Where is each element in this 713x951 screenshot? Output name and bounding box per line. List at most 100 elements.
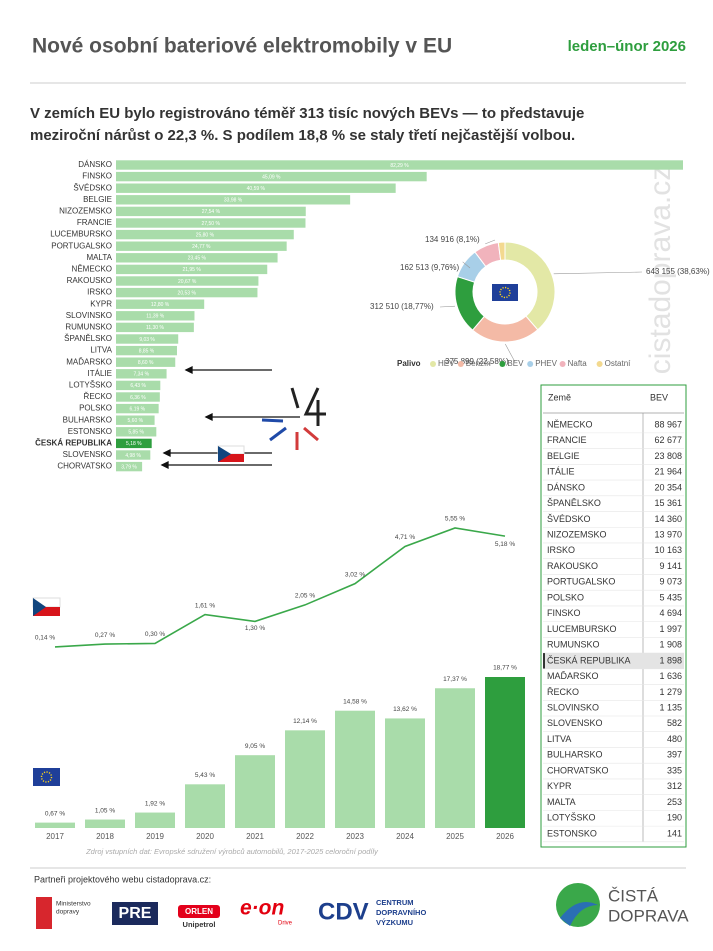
table-cell: 1 636 (659, 671, 682, 681)
table-cell: ESTONSKO (547, 828, 597, 838)
bar (285, 730, 325, 828)
v4-logo (261, 387, 326, 450)
table-cell: MAĎARSKO (547, 671, 599, 681)
table-cell: 253 (667, 797, 682, 807)
data-label: 4,71 % (395, 534, 415, 541)
y-tick-label: NĚMECKO (72, 265, 112, 274)
logo-cdv: CDV CENTRUM DOPRAVNÍHO VÝZKUMU (318, 898, 426, 927)
table-cell: 14 360 (654, 514, 682, 524)
table-cell: 312 (667, 781, 682, 791)
subtitle: V zemích EU bylo registrováno téměř 313 … (30, 105, 584, 122)
data-label: 14,58 % (343, 698, 367, 705)
data-label: 375 899 (22,58%) (445, 357, 509, 366)
logo-text: Drive (278, 921, 293, 927)
bar (116, 461, 143, 472)
bar (116, 311, 195, 321)
y-tick-label: ITÁLIE (88, 369, 112, 378)
period: leden–únor 2026 (568, 38, 686, 55)
bar (116, 276, 259, 286)
bar (135, 812, 175, 828)
bar (116, 357, 176, 367)
y-tick-label: KYPR (90, 299, 112, 308)
y-tick-label: CHORVATSKO (57, 462, 112, 471)
data-label: 27,50 % (202, 221, 221, 227)
table-cell: 5 435 (659, 592, 682, 602)
bar (35, 822, 75, 828)
bar (116, 253, 278, 263)
bar (116, 345, 177, 356)
data-label: 5,60 % (128, 418, 144, 424)
table-cell: NĚMECKO (547, 419, 593, 429)
x-tick-label: 2017 (46, 832, 64, 841)
table-cell: NIZOZEMSKO (547, 529, 607, 539)
y-tick-label: POLSKO (79, 404, 112, 413)
x-tick-label: 2020 (196, 832, 214, 841)
y-tick-label: BULHARSKO (63, 415, 112, 424)
data-label: 6,43 % (130, 383, 146, 389)
table-cell: SLOVINSKO (547, 703, 599, 713)
bar (185, 784, 225, 828)
table-cell: 15 361 (654, 498, 682, 508)
table-cell: ITÁLIE (547, 467, 575, 477)
y-tick-label: IRSKO (87, 288, 112, 297)
legend-swatch (430, 361, 436, 367)
data-label: 3,79 % (121, 464, 137, 470)
bar (116, 322, 194, 333)
eu-flag (33, 768, 60, 786)
y-tick-label: PORTUGALSKO (51, 241, 112, 250)
partners-label: Partneři projektového webu cistadoprava.… (34, 874, 211, 884)
bar (116, 206, 306, 217)
data-label: 21,95 % (182, 267, 201, 273)
data-label: 17,37 % (443, 676, 467, 683)
table-cell: 141 (667, 828, 682, 838)
table-cell: LUCEMBURSKO (547, 624, 617, 634)
data-label: 5,43 % (195, 772, 215, 779)
data-label: 0,30 % (145, 631, 165, 638)
data-label: 1,92 % (145, 800, 165, 807)
table-cell: 23 808 (654, 451, 682, 461)
table-cell: 20 354 (654, 482, 682, 492)
bar (435, 688, 475, 828)
table-cell: FINSKO (547, 608, 581, 618)
y-tick-label: FRANCIE (77, 218, 112, 227)
bar (116, 287, 258, 298)
y-tick-label: ŠPANĚLSKO (64, 334, 112, 343)
y-tick-label: ESTONSKO (68, 427, 112, 436)
legend-label: Ostatní (605, 359, 632, 368)
data-label: 18,77 % (493, 665, 517, 672)
table-cell: ŠVÉDSKO (547, 514, 591, 524)
bar (116, 369, 167, 379)
table-cell: ŠPANĚLSKO (547, 498, 601, 508)
x-tick-label: 2023 (346, 832, 364, 841)
data-label: 9,05 % (245, 743, 265, 750)
leader-line (553, 271, 643, 275)
y-tick-label: DÁNSKO (78, 160, 112, 169)
x-tick-label: 2025 (446, 832, 464, 841)
data-label: 1,30 % (245, 625, 265, 632)
data-label: 11,30 % (146, 325, 165, 331)
logo-text: CENTRUM (376, 898, 414, 907)
data-label: 312 510 (18,77%) (370, 302, 434, 311)
data-label: 5,18 % (495, 541, 515, 548)
logo-text: DOPRAVNÍHO (376, 908, 426, 917)
data-label: 6,36 % (130, 395, 146, 401)
data-label: 23,45 % (188, 256, 207, 262)
bar (116, 415, 155, 425)
bar (116, 241, 287, 251)
data-label: 20,53 % (178, 290, 197, 296)
data-label: 162 513 (9,76%) (400, 263, 459, 272)
bar (116, 427, 157, 437)
table-cell: LITVA (547, 734, 571, 744)
data-label: 12,14 % (293, 718, 317, 725)
legend-swatch (527, 361, 534, 367)
y-tick-label: SLOVINSKO (66, 311, 112, 320)
data-label: 12,80 % (151, 302, 170, 308)
logo-text: VÝZKUMU (376, 918, 413, 927)
bar (116, 334, 179, 344)
donut-slice (454, 275, 485, 331)
logo-pre: PRE (112, 902, 158, 925)
cz-flag (32, 597, 61, 616)
y-tick-label: NIZOZEMSKO (59, 207, 112, 216)
data-label: 0,14 % (35, 635, 55, 642)
x-tick-label: 2018 (96, 832, 114, 841)
